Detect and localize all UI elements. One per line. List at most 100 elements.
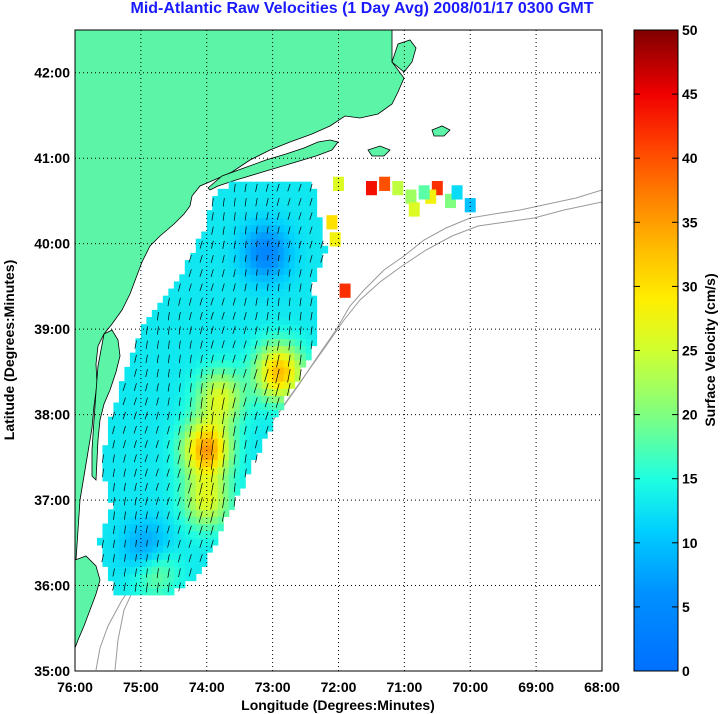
velocity-cell (261, 338, 268, 347)
velocity-cell (261, 331, 268, 339)
velocity-vector (200, 411, 203, 424)
velocity-cell (217, 473, 224, 482)
velocity-cell (151, 473, 158, 482)
velocity-cell (168, 509, 175, 518)
velocity-vector (146, 539, 148, 547)
velocity-vector (254, 340, 258, 350)
velocity-cell (234, 445, 241, 453)
velocity-cell (305, 345, 312, 354)
velocity-cell (256, 445, 263, 453)
velocity-cell (234, 331, 241, 339)
velocity-cell (201, 260, 208, 268)
velocity-cell (179, 302, 186, 311)
velocity-cell (228, 224, 235, 233)
velocity-cell (212, 423, 219, 432)
velocity-cell (261, 388, 268, 396)
velocity-cell (294, 374, 301, 382)
velocity-cell (201, 245, 208, 254)
velocity-cell (190, 288, 197, 297)
velocity-cell (184, 445, 191, 453)
velocity-cell (151, 345, 158, 354)
velocity-cell (184, 559, 191, 567)
velocity-cell (168, 430, 175, 439)
velocity-cell (223, 473, 230, 482)
velocity-cell (239, 459, 246, 468)
velocity-cell (118, 473, 126, 482)
velocity-cell (305, 252, 312, 261)
velocity-cell (294, 295, 301, 304)
velocity-cell (256, 402, 263, 411)
velocity-cell (179, 374, 186, 382)
velocity-cell (239, 388, 246, 396)
velocity-cell (201, 516, 208, 525)
velocity-cell (113, 523, 120, 532)
velocity-cell (195, 295, 202, 304)
velocity-cell (118, 466, 126, 475)
velocity-cell (184, 495, 191, 503)
velocity-cell (146, 523, 153, 532)
velocity-cell (107, 423, 115, 432)
velocity-cell (140, 416, 147, 425)
velocity-cell (311, 324, 318, 332)
velocity-vector (135, 554, 137, 562)
velocity-vector (199, 554, 203, 562)
velocity-cell (239, 366, 246, 375)
velocity-cell (228, 438, 235, 446)
velocity-vector (211, 226, 214, 235)
velocity-cell (107, 445, 115, 453)
velocity-vector (157, 340, 159, 349)
velocity-cell (135, 395, 142, 404)
velocity-cell (206, 274, 213, 283)
velocity-vector (277, 326, 280, 336)
delmarva-peninsula (91, 329, 121, 481)
velocity-vector (134, 468, 137, 477)
velocity-cell (162, 430, 169, 439)
velocity-cell (223, 281, 230, 290)
velocity-cell (289, 181, 296, 190)
velocity-cell (206, 459, 213, 468)
velocity-cell (179, 466, 186, 475)
velocity-vector (244, 255, 247, 262)
velocity-cell (206, 231, 213, 240)
velocity-cell (234, 452, 241, 461)
velocity-cell (190, 466, 197, 475)
velocity-cell (173, 281, 180, 290)
velocity-vector (222, 254, 225, 264)
velocity-cell (184, 288, 191, 297)
velocity-cell (195, 252, 202, 261)
velocity-cell (228, 480, 235, 489)
velocity-cell (261, 181, 268, 190)
velocity-cell (201, 366, 208, 375)
velocity-cell (294, 195, 301, 204)
velocity-cell (228, 381, 235, 389)
velocity-vector (134, 482, 137, 492)
velocity-cell (206, 438, 213, 446)
x-tick-label: 70:00 (452, 679, 488, 695)
velocity-cell (431, 180, 443, 196)
velocity-cell (316, 238, 323, 247)
velocity-cell (267, 359, 274, 368)
velocity-vector (266, 226, 269, 234)
velocity-cell (267, 345, 274, 354)
velocity-cell (184, 366, 191, 375)
velocity-cell (201, 302, 208, 311)
velocity-cell (135, 566, 142, 575)
velocity-cell (283, 238, 290, 247)
velocity-vector (156, 539, 159, 548)
velocity-vector (188, 454, 192, 468)
velocity-cell (217, 523, 224, 532)
velocity-vector (145, 340, 148, 349)
velocity-cell (168, 495, 175, 503)
velocity-cell (190, 573, 197, 582)
velocity-cell (311, 338, 318, 347)
velocity-vector (210, 468, 214, 483)
velocity-cell (212, 516, 219, 525)
velocity-vector (134, 368, 137, 377)
velocity-vector (243, 411, 247, 421)
velocity-cell (107, 523, 115, 532)
velocity-cell (179, 281, 186, 290)
velocity-cell (300, 274, 307, 283)
velocity-cell (173, 466, 180, 475)
velocity-cell (162, 302, 169, 311)
velocity-cell (151, 559, 158, 567)
